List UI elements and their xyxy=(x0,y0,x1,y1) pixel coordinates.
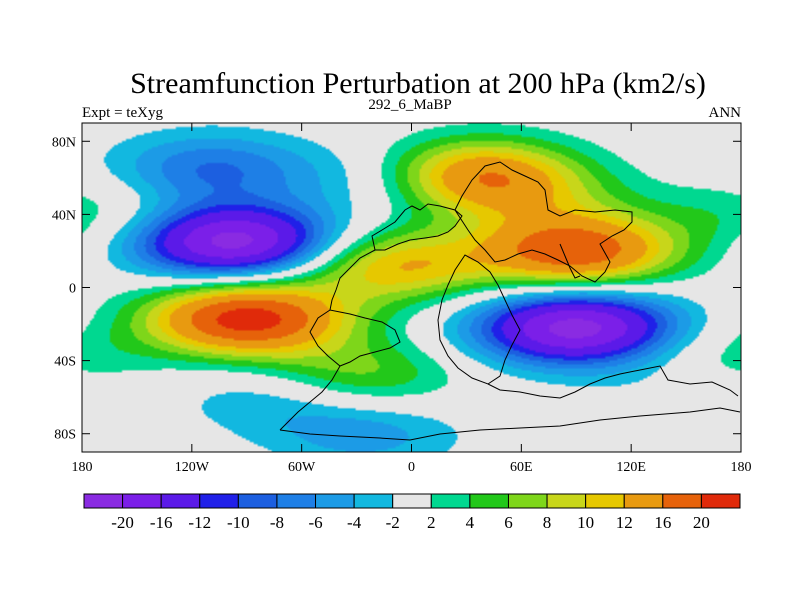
coastlines xyxy=(279,161,741,441)
coastline-south-america xyxy=(309,309,401,367)
latitude-tick-label: 80S xyxy=(54,428,76,443)
contour-field xyxy=(82,123,741,452)
longitude-tick-label: 60W xyxy=(288,460,316,475)
colorbar-label: -10 xyxy=(227,513,250,532)
colorbar-label: 10 xyxy=(577,513,594,532)
colorbar-label: -2 xyxy=(386,513,400,532)
coastline-eurasia xyxy=(454,161,633,283)
colorbar-label: 6 xyxy=(504,513,513,532)
colorbar-box xyxy=(160,493,201,509)
colorbar-box xyxy=(469,493,509,509)
longitude-tick-label: 120E xyxy=(616,460,646,475)
map-border xyxy=(81,122,742,453)
colorbar-label: 2 xyxy=(427,513,436,532)
case-label: 292_6_MaBP xyxy=(368,97,451,113)
longitude-tick-label: 0 xyxy=(408,460,415,475)
longitude-tick-label: 120W xyxy=(175,460,210,475)
coastline-antarctica xyxy=(279,407,741,441)
colorbar-label: 8 xyxy=(543,513,552,532)
latitude-tick-label: 40N xyxy=(52,208,76,223)
longitude-tick-labels: 180 120W 60W 0 60E 120E 180 xyxy=(72,460,752,475)
colorbar-box xyxy=(392,493,432,509)
colorbar-label: 20 xyxy=(693,513,710,532)
latitude-tick-label: 80N xyxy=(52,135,76,150)
experiment-label: Expt = teXyg xyxy=(82,105,163,121)
colorbar-labels: -20 -16 -12 -10 -8 -6 -4 -2 2 4 6 8 10 12 16 20 xyxy=(111,513,710,532)
colorbar-label: 4 xyxy=(466,513,475,532)
coastline-southern-africa xyxy=(487,365,739,399)
colorbar-box xyxy=(83,493,124,509)
coastline-southern-cone xyxy=(279,365,341,431)
colorbar-box xyxy=(700,493,741,509)
colorbar-label: -4 xyxy=(347,513,362,532)
latitude-ticks xyxy=(82,140,741,435)
colorbar-label: -12 xyxy=(188,513,211,532)
coastline-central-america xyxy=(329,249,376,311)
colorbar-label: 12 xyxy=(616,513,633,532)
colorbar-box xyxy=(315,493,355,509)
colorbar-box xyxy=(662,493,702,509)
colorbar-box xyxy=(276,493,317,509)
latitude-tick-labels: 80N 40N 0 40S 80S xyxy=(52,135,76,442)
colorbar-box xyxy=(353,493,394,509)
colorbar-label: -8 xyxy=(270,513,284,532)
longitude-tick-label: 180 xyxy=(731,460,752,475)
colorbar-box xyxy=(546,493,587,509)
colorbar-box xyxy=(623,493,664,509)
colorbar-label: -6 xyxy=(308,513,322,532)
colorbar-box xyxy=(122,493,162,509)
coastline-india xyxy=(559,243,581,279)
colorbar-label: -20 xyxy=(111,513,134,532)
coastline-africa xyxy=(437,254,521,385)
longitude-tick-label: 60E xyxy=(510,460,533,475)
colorbar-box xyxy=(237,493,278,509)
latitude-tick-label: 0 xyxy=(69,282,76,297)
colorbar-box xyxy=(199,493,239,509)
figure-title: Streamfunction Perturbation at 200 hPa (… xyxy=(130,67,706,100)
longitude-tick-label: 180 xyxy=(72,460,93,475)
map-panel xyxy=(81,122,742,453)
latitude-tick-label: 40S xyxy=(54,355,76,370)
colorbar: -20 -16 -12 -10 -8 -6 -4 -2 2 4 6 8 10 12 16 20 xyxy=(83,493,741,532)
colorbar-label: -16 xyxy=(150,513,173,532)
season-label: ANN xyxy=(709,105,742,121)
colorbar-box xyxy=(585,493,625,509)
colorbar-box xyxy=(430,493,471,509)
colorbar-boxes xyxy=(83,493,741,509)
colorbar-label: 16 xyxy=(654,513,671,532)
colorbar-box xyxy=(507,493,548,509)
